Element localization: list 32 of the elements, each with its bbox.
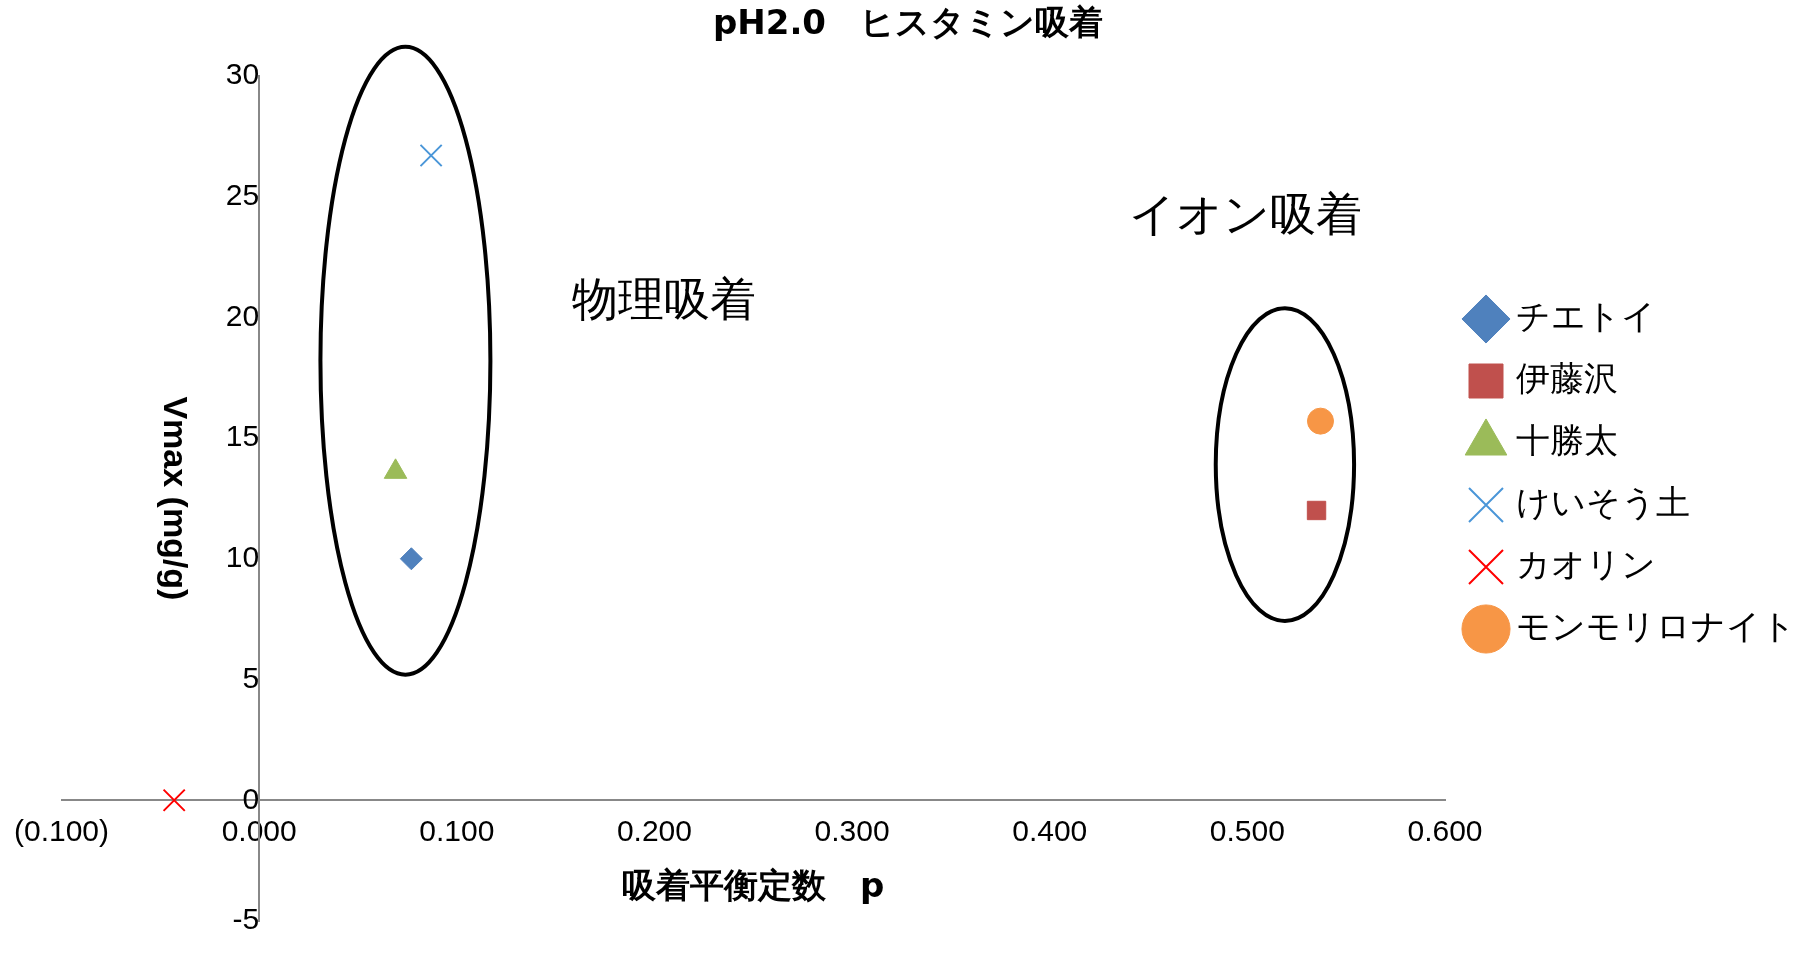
annotation: イオン吸着 [1128, 187, 1362, 242]
y-tick-label: -5 [232, 902, 260, 936]
point [1306, 500, 1327, 521]
x-tick-label: 0.200 [616, 813, 692, 847]
chart-title: pH2.0 ヒスタミン吸着 [712, 2, 1104, 43]
x-tick-label: (0.100) [14, 813, 110, 847]
y-axis-title: Vmax (mg/g) [157, 396, 196, 601]
y-tick-label: 25 [225, 177, 260, 211]
x-tick-label: 0.100 [419, 813, 495, 847]
y-tick-label: 5 [242, 660, 260, 694]
legend-label: けいそう土 [1516, 481, 1690, 522]
legend-label: 伊藤沢 [1516, 357, 1618, 398]
legend-label: カオリン [1516, 543, 1656, 584]
y-tick-label: 0 [242, 781, 260, 815]
y-tick-label: 10 [225, 540, 260, 574]
legend-label: 十勝太 [1516, 419, 1618, 460]
x-tick-label: 0.300 [814, 813, 890, 847]
y-tick-label: 30 [225, 57, 260, 91]
x-tick-label: 0.600 [1407, 813, 1483, 847]
point [399, 547, 423, 571]
point [419, 143, 443, 168]
point [1306, 407, 1334, 435]
x-tick-label: 0.400 [1012, 813, 1088, 847]
y-tick-label: 20 [225, 298, 260, 332]
x-tick-label: 0.500 [1209, 813, 1285, 847]
annotation: 物理吸着 [572, 271, 757, 326]
x-axis-title: 吸着平衡定数 p [622, 865, 885, 906]
y-tick-label: 15 [225, 419, 260, 453]
x-tick-label: 0.000 [221, 813, 297, 847]
legend-label: チエトイ [1516, 295, 1656, 336]
legend-label: モンモリロナイト [1516, 605, 1796, 646]
point [162, 788, 186, 812]
